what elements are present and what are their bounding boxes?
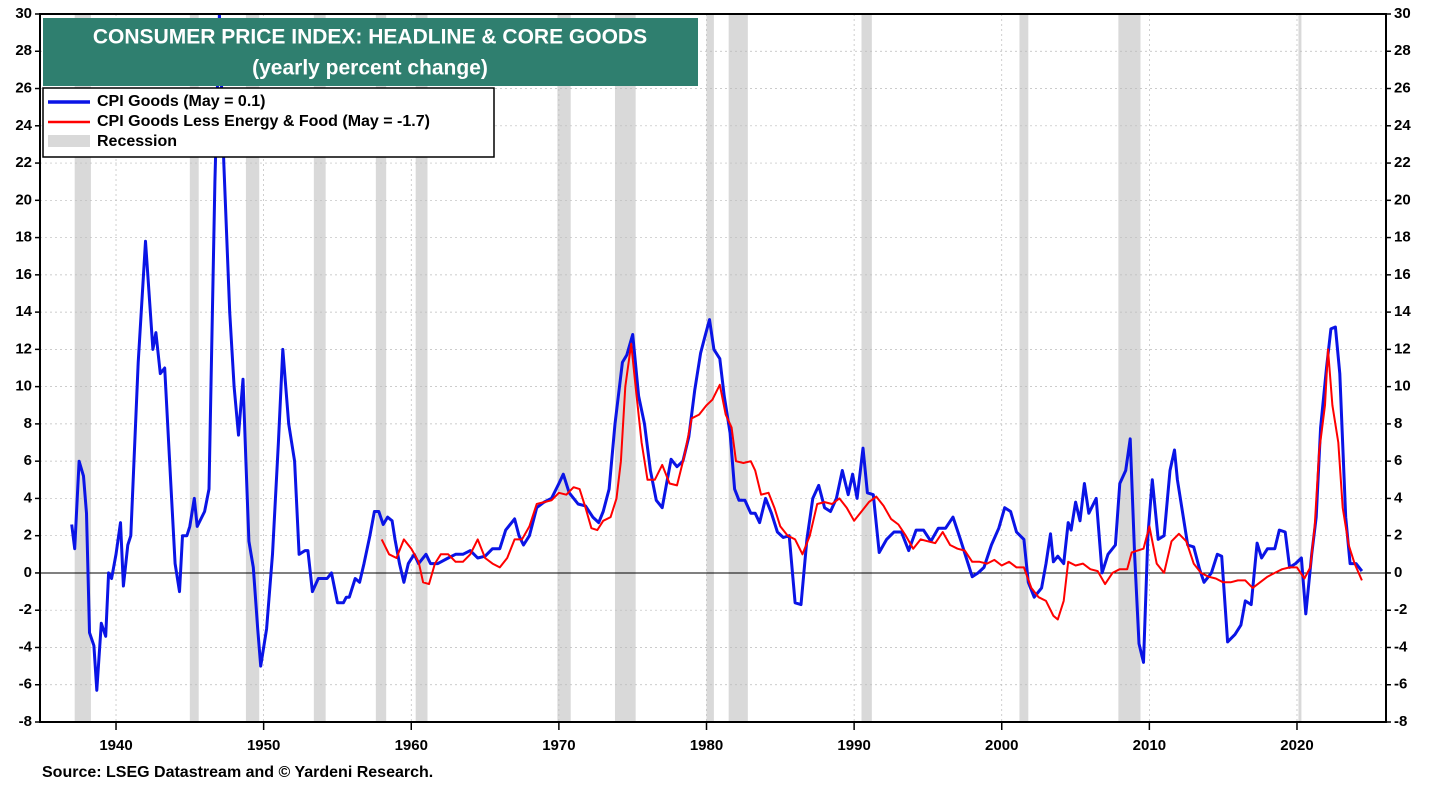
y-tick-label: -4 xyxy=(19,638,33,655)
recession-band xyxy=(1298,14,1302,722)
legend-label: CPI Goods Less Energy & Food (May = -1.7… xyxy=(97,113,430,130)
y2-tick-label: 8 xyxy=(1394,415,1402,432)
y2-tick-label: -4 xyxy=(1394,638,1408,655)
recession-band xyxy=(189,14,199,722)
y-tick-label: 18 xyxy=(15,229,32,246)
y2-tick-label: 16 xyxy=(1394,266,1411,283)
y-tick-label: 20 xyxy=(15,191,32,208)
recession-band xyxy=(1019,14,1029,722)
x-tick-label: 1940 xyxy=(99,737,132,754)
legend-label: Recession xyxy=(97,133,177,150)
y-tick-label: 0 xyxy=(24,564,32,581)
y2-tick-label: 24 xyxy=(1394,117,1411,134)
x-tick-label: 2020 xyxy=(1280,737,1313,754)
y2-tick-label: 20 xyxy=(1394,191,1411,208)
x-tick-label: 1960 xyxy=(395,737,428,754)
y2-tick-label: 10 xyxy=(1394,378,1411,395)
recession-band xyxy=(375,14,387,722)
x-tick-label: 1980 xyxy=(690,737,723,754)
chart-title: CONSUMER PRICE INDEX: HEADLINE & CORE GO… xyxy=(93,26,647,49)
y-tick-label: 28 xyxy=(15,42,32,59)
y-tick-label: 30 xyxy=(15,5,32,22)
source-note: Source: LSEG Datastream and © Yardeni Re… xyxy=(42,764,433,781)
x-tick-label: 1990 xyxy=(837,737,870,754)
recession-band xyxy=(313,14,326,722)
x-tick-label: 1970 xyxy=(542,737,575,754)
y2-tick-label: 26 xyxy=(1394,79,1411,96)
y-tick-label: -6 xyxy=(19,676,32,693)
y2-tick-label: 22 xyxy=(1394,154,1411,171)
y2-tick-label: 12 xyxy=(1394,340,1411,357)
y-tick-label: -2 xyxy=(19,601,32,618)
y2-tick-label: 30 xyxy=(1394,5,1411,22)
y-tick-label: 14 xyxy=(15,303,32,320)
y2-tick-label: -2 xyxy=(1394,601,1407,618)
y-tick-label: 8 xyxy=(24,415,32,432)
y2-tick-label: 28 xyxy=(1394,42,1411,59)
recession-band xyxy=(614,14,636,722)
series-line xyxy=(380,342,1363,621)
plot-background xyxy=(40,13,1386,723)
plot-lines xyxy=(70,14,1364,692)
y-tick-label: 24 xyxy=(15,117,32,134)
recession-band xyxy=(557,14,571,722)
recession-band xyxy=(861,14,872,722)
y-tick-label: 22 xyxy=(15,154,32,171)
y-tick-label: 10 xyxy=(15,378,32,395)
legend-box xyxy=(42,87,495,158)
legend-label: CPI Goods (May = 0.1) xyxy=(97,93,265,110)
y2-tick-label: -6 xyxy=(1394,676,1407,693)
y2-tick-label: -8 xyxy=(1394,713,1407,730)
plot-frame xyxy=(39,13,1387,723)
y-tick-label: 4 xyxy=(24,489,33,506)
y-tick-label: 12 xyxy=(15,340,32,357)
x-tick-label: 1950 xyxy=(247,737,280,754)
recession-band xyxy=(728,14,748,722)
y-tick-label: 16 xyxy=(15,266,32,283)
x-tick-label: 2010 xyxy=(1133,737,1166,754)
y-tick-label: 26 xyxy=(15,79,32,96)
legend-swatch xyxy=(48,135,90,147)
y-tick-label: 2 xyxy=(24,527,32,544)
y2-tick-label: 2 xyxy=(1394,527,1402,544)
recession-band xyxy=(706,14,714,722)
chart-subtitle: (yearly percent change) xyxy=(252,57,488,80)
y-tick-label: 6 xyxy=(24,452,32,469)
y-tick-label: -8 xyxy=(19,713,32,730)
y2-tick-label: 0 xyxy=(1394,564,1402,581)
y2-tick-label: 18 xyxy=(1394,229,1411,246)
y2-tick-label: 4 xyxy=(1394,489,1403,506)
title-box xyxy=(43,18,698,86)
recession-band xyxy=(415,14,428,722)
x-tick-label: 2000 xyxy=(985,737,1018,754)
y2-tick-label: 14 xyxy=(1394,303,1411,320)
y2-tick-label: 6 xyxy=(1394,452,1402,469)
